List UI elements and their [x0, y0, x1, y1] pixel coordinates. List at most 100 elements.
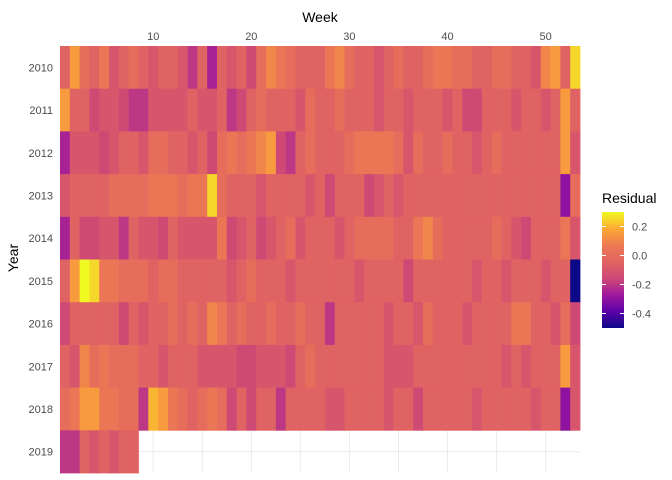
heatmap-cell — [423, 174, 434, 218]
heatmap-cell — [364, 259, 375, 303]
heatmap-cell — [226, 88, 237, 132]
heatmap-cell — [256, 387, 267, 431]
heatmap-cell — [60, 430, 71, 474]
heatmap-cell — [256, 131, 267, 175]
heatmap-cell — [501, 88, 512, 132]
heatmap-cell — [373, 174, 385, 218]
heatmap-cell — [530, 46, 542, 90]
heatmap-cell — [511, 174, 522, 218]
heatmap-cell — [128, 430, 139, 474]
heatmap-cell — [462, 302, 473, 346]
heatmap-cell — [216, 302, 228, 346]
heatmap-cell — [99, 344, 110, 388]
heatmap-cell — [423, 302, 434, 346]
heatmap-cell — [69, 174, 81, 218]
heatmap-cell — [69, 259, 81, 303]
heatmap-cell — [109, 259, 120, 303]
heatmap-cell — [246, 216, 257, 260]
heatmap-cell — [177, 174, 188, 218]
heatmap-cell — [423, 259, 434, 303]
heatmap-cell — [521, 131, 532, 175]
heatmap-cell — [207, 344, 218, 388]
heatmap-cell — [226, 259, 237, 303]
heatmap-cell — [266, 344, 277, 388]
heatmap-cell — [491, 174, 502, 218]
heatmap-cell — [315, 131, 326, 175]
heatmap-cell — [334, 387, 345, 431]
heatmap-cell — [452, 88, 463, 132]
heatmap-cell — [226, 302, 237, 346]
heatmap-cell — [511, 88, 522, 132]
heatmap-cell — [521, 344, 532, 388]
heatmap-cell — [501, 174, 512, 218]
heatmap-cell — [128, 344, 139, 388]
y-tick-label: 2011 — [29, 105, 53, 117]
heatmap-cell — [79, 216, 90, 260]
legend-title: Residual — [602, 190, 656, 206]
heatmap-cell — [511, 302, 522, 346]
heatmap-cell — [109, 216, 120, 260]
heatmap-cell — [560, 46, 571, 90]
heatmap-cell — [158, 131, 169, 175]
heatmap-cell — [393, 46, 404, 90]
heatmap-cell — [158, 88, 169, 132]
heatmap-cell — [128, 259, 139, 303]
heatmap-cell — [315, 344, 326, 388]
heatmap-cell — [432, 88, 444, 132]
heatmap-cell — [207, 131, 218, 175]
heatmap-cell — [99, 131, 110, 175]
heatmap-cell — [285, 302, 296, 346]
heatmap-cell — [226, 387, 237, 431]
y-tick-label: 2013 — [29, 190, 53, 202]
heatmap-cell — [550, 88, 561, 132]
heatmap-cell — [472, 174, 483, 218]
heatmap-cell — [128, 46, 139, 90]
heatmap-cell — [383, 46, 394, 90]
heatmap-cell — [423, 344, 434, 388]
heatmap-cell — [60, 259, 71, 303]
heatmap-cell — [472, 46, 483, 90]
heatmap-cell — [226, 174, 237, 218]
heatmap-cell — [138, 302, 149, 346]
heatmap-cell — [530, 88, 542, 132]
heatmap-cell — [324, 88, 336, 132]
heatmap-cell — [560, 302, 571, 346]
heatmap-cell — [570, 131, 581, 175]
heatmap-cell — [158, 302, 169, 346]
heatmap-cell — [305, 259, 316, 303]
heatmap-cell — [236, 46, 247, 90]
legend: Residual 0.2 0.0 -0.2 -0.4 — [602, 190, 656, 328]
heatmap-cell — [138, 88, 149, 132]
heatmap-cell — [60, 216, 71, 260]
heatmap-cell — [79, 302, 90, 346]
heatmap-cell — [383, 344, 394, 388]
heatmap-cell — [344, 302, 355, 346]
heatmap-cell — [89, 302, 100, 346]
heatmap-cell — [570, 88, 581, 132]
heatmap-cell — [89, 344, 100, 388]
heatmap-cell — [285, 174, 296, 218]
heatmap-cell — [442, 259, 453, 303]
heatmap-cell — [373, 259, 385, 303]
heatmap-cell — [383, 216, 394, 260]
heatmap-cell — [118, 387, 130, 431]
heatmap-cell — [99, 259, 110, 303]
heatmap-cell — [403, 387, 414, 431]
heatmap-cell — [530, 131, 542, 175]
heatmap-cell — [69, 131, 81, 175]
heatmap-cell — [364, 387, 375, 431]
heatmap-cell — [148, 344, 159, 388]
heatmap-cell — [570, 216, 581, 260]
heatmap-cell — [354, 302, 365, 346]
heatmap-cell — [315, 302, 326, 346]
heatmap-cell — [295, 216, 306, 260]
heatmap-cell — [481, 344, 493, 388]
heatmap-cell — [305, 131, 316, 175]
x-axis-ticks: 10 20 30 40 50 — [147, 31, 552, 43]
heatmap-cell — [246, 46, 257, 90]
heatmap-cell — [69, 88, 81, 132]
heatmap-cell — [128, 302, 139, 346]
heatmap-cell — [472, 344, 483, 388]
heatmap-cell — [167, 387, 179, 431]
